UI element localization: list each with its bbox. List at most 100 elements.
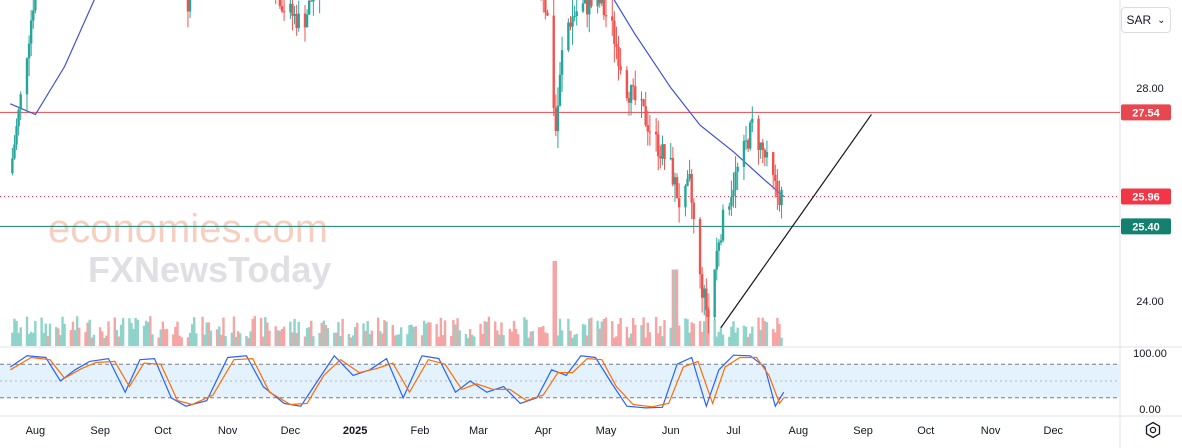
candle-body [585, 0, 589, 15]
volume-bar [671, 269, 675, 346]
candle-body [293, 13, 296, 16]
volume-bar [473, 336, 476, 346]
volume-bar [84, 332, 87, 346]
candle-body [715, 250, 718, 270]
candle-body [295, 13, 298, 28]
candle [776, 169, 779, 210]
volume-bar [34, 320, 37, 346]
candle-body [742, 141, 746, 167]
volume-bar [556, 335, 560, 346]
candle [675, 173, 679, 199]
price-tick-label: 28.00 [1136, 83, 1164, 95]
time-tick-label: Jun [662, 425, 680, 437]
volume-bar [496, 330, 499, 346]
candle [673, 172, 677, 203]
volume-bar [57, 328, 60, 346]
volume-bar [585, 335, 589, 346]
volume-bar [247, 337, 250, 346]
moving-average-line [10, 0, 785, 197]
candle-body [719, 240, 723, 243]
time-tick-label: Oct [917, 425, 934, 437]
volume-bar [176, 321, 179, 346]
volume-bar [266, 322, 269, 346]
volume-bar [544, 332, 547, 346]
candle-body [307, 0, 311, 15]
volume-bar [132, 328, 135, 346]
time-tick-label: May [596, 425, 617, 437]
candle [644, 91, 647, 128]
moving-average [10, 0, 785, 197]
volume-bar [113, 317, 116, 346]
volume-bar [27, 333, 31, 346]
volume-bar [234, 336, 238, 346]
volume-bar [690, 322, 693, 346]
volume-bar [705, 293, 708, 346]
candle [583, 0, 587, 4]
candle-body [188, 0, 192, 12]
volume-bar [525, 319, 528, 346]
candle [703, 284, 706, 316]
volume-bar [356, 322, 359, 346]
candle [289, 0, 292, 20]
volume-bar [142, 325, 146, 346]
volume-bar [734, 332, 737, 346]
volume-bar [654, 316, 658, 346]
currency-select-button[interactable]: SAR ⌄ [1121, 7, 1171, 33]
gear-icon[interactable] [1144, 421, 1162, 439]
candle [19, 91, 22, 121]
volume-bar [207, 322, 211, 346]
volume-bar [351, 335, 355, 346]
volume-bar [15, 320, 18, 346]
volume-bar [362, 323, 365, 346]
candle-body [11, 158, 14, 174]
candle-body [705, 288, 708, 310]
volume-bar [289, 321, 292, 346]
candle [34, 0, 37, 14]
candle-body [581, 3, 585, 12]
volume-bar [312, 336, 315, 346]
volume-bar [218, 326, 221, 346]
volume-bar [751, 326, 754, 346]
volume-bar [508, 328, 512, 346]
volume-bar [303, 336, 307, 346]
candle [688, 159, 691, 182]
candle [585, 0, 589, 28]
candle-body [552, 15, 555, 108]
candle-body [746, 140, 750, 149]
volume-bar [205, 322, 208, 346]
volume-bar [715, 336, 718, 346]
candle-body [763, 149, 767, 158]
candle-body [761, 142, 764, 150]
candle [613, 11, 616, 63]
candle-body [749, 122, 752, 149]
time-tick-label: 2025 [343, 425, 367, 437]
volume-bar [48, 323, 52, 346]
volume-bar [186, 337, 190, 346]
stochastic-line [9, 356, 785, 408]
candle [705, 278, 708, 317]
candle [690, 169, 693, 220]
volume-bar [408, 325, 411, 346]
volume-bar [698, 320, 702, 346]
volume-bar [604, 317, 608, 346]
candle [569, 16, 572, 31]
candle [749, 120, 752, 151]
candle-body [625, 70, 629, 99]
volume-bar [514, 328, 518, 346]
candle-body [305, 14, 309, 28]
candle-body [573, 15, 576, 17]
candle [312, 0, 315, 16]
candle [661, 135, 664, 166]
volume-bar [640, 325, 643, 346]
volume-bar [282, 326, 286, 346]
volume-bar [86, 322, 89, 346]
candle-body [734, 171, 737, 191]
volume-bar [700, 332, 704, 346]
volume-bar [427, 322, 430, 346]
volume-bar [232, 316, 236, 346]
candle-body [744, 140, 748, 142]
volume-bar [772, 328, 775, 346]
candle [686, 170, 689, 187]
volume-bar [29, 331, 33, 346]
